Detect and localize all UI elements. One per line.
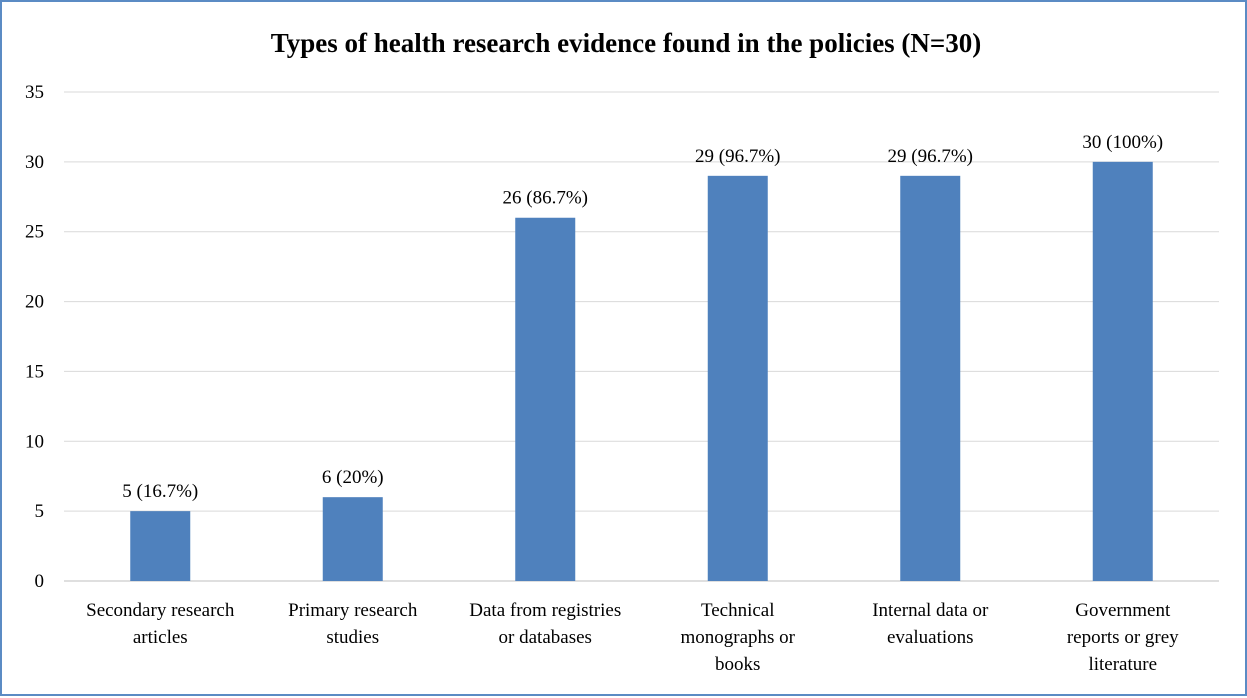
data-labels: 5 (16.7%) 6 (20%) 26 (86.7%) 29 (96.7%) 29 (… [122, 132, 1163, 502]
x-category-label: books [715, 654, 760, 675]
y-tick-label: 5 [35, 501, 45, 522]
x-category-label: studies [326, 627, 379, 648]
y-axis-ticks: 0 5 10 15 20 25 30 35 [25, 82, 44, 592]
x-category-label: Internal data or [872, 600, 989, 621]
x-category-label: reports or grey [1067, 627, 1179, 648]
bar [515, 217, 576, 581]
x-category-label: monographs or [680, 627, 795, 648]
x-category-label: evaluations [887, 627, 974, 648]
y-tick-label: 20 [25, 292, 44, 313]
gridlines [64, 91, 1219, 582]
data-label: 30 (100%) [1082, 132, 1163, 153]
bars [130, 161, 1153, 582]
x-axis-categories: Secondary research articles Primary resear… [86, 600, 1179, 675]
data-label: 6 (20%) [322, 467, 384, 488]
y-tick-label: 0 [35, 571, 45, 592]
y-tick-label: 35 [25, 82, 44, 103]
x-category-label: Primary research [288, 600, 418, 621]
bar [900, 175, 961, 582]
x-category-label: literature [1088, 654, 1157, 675]
x-category-label: articles [133, 627, 188, 648]
data-label: 5 (16.7%) [122, 481, 198, 502]
y-tick-label: 25 [25, 222, 44, 243]
x-category-label: Secondary research [86, 600, 235, 621]
x-category-label: Government [1075, 600, 1171, 621]
data-label: 29 (96.7%) [695, 146, 780, 167]
x-category-label: or databases [499, 627, 592, 648]
bar [322, 497, 383, 581]
y-tick-label: 10 [25, 431, 44, 452]
x-category-label: Technical [701, 600, 775, 621]
y-tick-label: 15 [25, 361, 44, 382]
bar [130, 511, 191, 581]
bar [707, 175, 768, 582]
data-label: 26 (86.7%) [503, 188, 588, 209]
bar [1092, 161, 1153, 581]
x-category-label: Data from registries [469, 600, 621, 621]
data-label: 29 (96.7%) [888, 146, 973, 167]
y-tick-label: 30 [25, 152, 44, 173]
chart-title: Types of health research evidence found … [271, 28, 982, 58]
